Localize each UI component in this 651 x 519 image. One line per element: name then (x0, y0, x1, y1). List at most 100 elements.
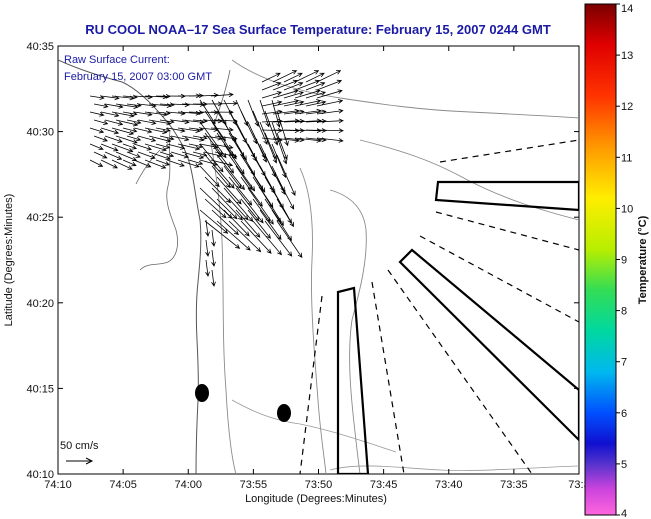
x-tick-label: 74:10 (44, 479, 72, 491)
current-vector (316, 118, 344, 124)
current-vector (192, 135, 208, 141)
y-tick-label: 40:10 (26, 469, 54, 481)
current-vector (170, 135, 190, 142)
current-vector (283, 100, 305, 107)
scale-arrow (66, 457, 94, 465)
current-vector (188, 110, 204, 115)
current-vector (216, 198, 238, 220)
current-vector (204, 198, 227, 219)
current-vector (305, 81, 326, 91)
current-vector (204, 220, 241, 249)
current-vector (199, 143, 224, 173)
current-vector (276, 220, 303, 259)
current-vector (305, 118, 327, 124)
current-vector (137, 135, 157, 143)
current-vector (122, 127, 138, 133)
current-vector (177, 159, 200, 168)
scale-label: 50 cm/s (60, 440, 99, 452)
x-tick-label: 73:55 (240, 479, 268, 491)
current-vector (216, 220, 251, 251)
current-vector (144, 127, 168, 135)
current-vector (211, 165, 231, 189)
current-vector (188, 159, 204, 166)
current-vector (210, 92, 234, 98)
colorbar-tick-label: 6 (621, 408, 627, 420)
current-vector (228, 220, 262, 253)
current-vector (111, 159, 133, 170)
current-vector (155, 143, 171, 149)
depth-contour (329, 465, 579, 471)
survey-box (434, 180, 579, 212)
depth-contour (231, 59, 579, 119)
current-vector (228, 198, 249, 221)
current-vector (111, 143, 134, 153)
current-vector (264, 154, 286, 196)
current-vector (272, 89, 299, 99)
current-vector (144, 143, 167, 152)
colorbar (584, 3, 617, 516)
y-tick-label: 40:30 (26, 127, 54, 139)
current-vector (205, 239, 210, 257)
current-vector (223, 187, 254, 223)
current-vector (170, 151, 190, 159)
current-vector (261, 81, 282, 91)
survey-box (336, 286, 370, 474)
colorbar-tick-label: 10 (621, 203, 633, 215)
current-vector (211, 187, 243, 221)
current-vector (205, 219, 210, 237)
current-vector (100, 159, 119, 169)
current-vector (211, 229, 216, 247)
current-vector (192, 151, 208, 157)
current-vector (316, 108, 344, 115)
x-tick-label: 73:3 (568, 479, 589, 491)
current-vector (211, 143, 235, 174)
current-vector (181, 151, 205, 160)
colorbar-tick-label: 11 (621, 152, 632, 164)
current-vector (111, 127, 135, 136)
current-vector (283, 118, 305, 124)
current-vector (133, 127, 153, 134)
current-vector (305, 100, 327, 107)
current-vector (211, 99, 227, 126)
current-vector (261, 100, 283, 107)
current-vector (316, 137, 344, 143)
current-vector (148, 135, 172, 143)
current-vector (211, 121, 237, 160)
current-vector (166, 143, 186, 150)
depth-contour (329, 189, 367, 474)
current-vector (115, 119, 139, 127)
current-vector (104, 135, 123, 143)
current-timestamp: February 15, 2007 03:00 GMT (64, 71, 212, 83)
colorbar-label: Temperature (°C) (637, 215, 649, 304)
current-vector (211, 209, 239, 236)
y-tick-label: 40:15 (26, 383, 54, 395)
current-vector (210, 159, 234, 167)
current-vector (316, 128, 344, 134)
current-vector (148, 119, 172, 126)
current-vector (100, 111, 120, 118)
current-vector (272, 70, 298, 83)
current-vector (148, 151, 171, 161)
current-vector (272, 99, 300, 107)
current-vector (104, 103, 124, 109)
current-vector (137, 119, 157, 125)
current-vector (228, 176, 253, 206)
current-vector (247, 209, 271, 239)
y-tick-label: 40:35 (26, 41, 54, 53)
current-vector (166, 159, 185, 167)
current-vector (283, 91, 305, 99)
depth-contour (359, 139, 579, 221)
current-vector (126, 119, 142, 125)
current-vector (93, 103, 109, 109)
current-vector (89, 143, 104, 151)
current-vector (235, 187, 264, 224)
current-vector (210, 127, 234, 132)
current-vector (204, 110, 226, 142)
current-vector (223, 209, 250, 237)
current-vector (223, 165, 242, 189)
current-vector (133, 159, 152, 168)
x-tick-label: 73:40 (435, 479, 463, 491)
current-vector (216, 176, 242, 205)
current-vector (264, 220, 293, 257)
current-vector (159, 151, 175, 158)
